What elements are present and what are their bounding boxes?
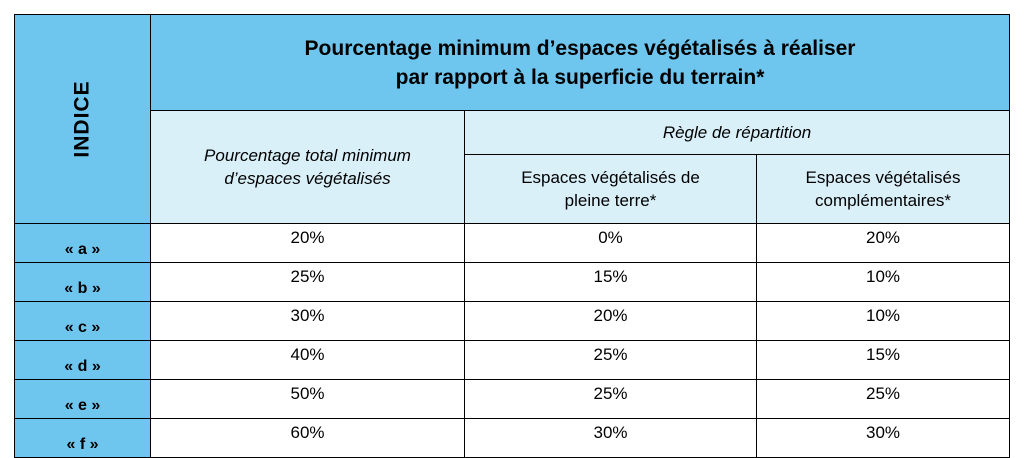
vegetation-percentage-table: INDICE Pourcentage minimum d’espaces vég… [14, 14, 1011, 458]
table-title-line1: Pourcentage minimum d’espaces végétalisé… [304, 36, 856, 60]
compl-header-line1: Espaces végétalisés [805, 168, 961, 187]
total-percentage-header: Pourcentage total minimum d’espaces végé… [150, 110, 465, 224]
complementaires-header: Espaces végétalisés complémentaires* [755, 154, 1011, 224]
table-row: « c » 30% 20% 10% [14, 301, 1011, 341]
compl-cell: 10% [755, 262, 1011, 302]
distribution-rule-header: Règle de répartition [463, 110, 1011, 155]
table-row: « a » 20% 0% 20% [14, 223, 1011, 263]
indice-cell: « e » [14, 379, 151, 419]
table-row: « d » 40% 25% 15% [14, 340, 1011, 380]
indice-cell: « a » [14, 223, 151, 263]
table-title-cell: Pourcentage minimum d’espaces végétalisé… [149, 14, 1011, 111]
indice-header-cell: INDICE [14, 14, 151, 224]
total-cell: 20% [150, 223, 465, 263]
compl-cell: 10% [755, 301, 1011, 341]
indice-cell: « c » [14, 301, 151, 341]
pleine-cell: 15% [464, 262, 757, 302]
pleine-cell: 25% [464, 379, 757, 419]
total-cell: 25% [150, 262, 465, 302]
pleine-header-line1: Espaces végétalisés de [521, 168, 700, 187]
total-cell: 40% [150, 340, 465, 380]
compl-cell: 25% [755, 379, 1011, 419]
compl-header-line2: complémentaires* [814, 191, 952, 210]
compl-cell: 15% [755, 340, 1011, 380]
total-cell: 50% [150, 379, 465, 419]
total-cell: 30% [150, 301, 465, 341]
table-row: « f » 60% 30% 30% [14, 418, 1011, 458]
total-cell: 60% [150, 418, 465, 458]
pleine-cell: 20% [464, 301, 757, 341]
pleine-cell: 30% [464, 418, 757, 458]
pleine-header-line2: pleine terre* [564, 191, 657, 210]
indice-cell: « d » [14, 340, 151, 380]
table-row: « b » 25% 15% 10% [14, 262, 1011, 302]
indice-cell: « b » [14, 262, 151, 302]
indice-header-label: INDICE [70, 80, 94, 158]
pleine-cell: 0% [464, 223, 757, 263]
compl-cell: 20% [755, 223, 1011, 263]
total-header-line2: d’espaces végétalisés [224, 169, 391, 188]
pleine-terre-header: Espaces végétalisés de pleine terre* [464, 154, 757, 224]
pleine-cell: 25% [464, 340, 757, 380]
compl-cell: 30% [755, 418, 1011, 458]
indice-cell: « f » [14, 418, 151, 458]
table-title-line2: par rapport à la superficie du terrain* [395, 65, 765, 89]
table-row: « e » 50% 25% 25% [14, 379, 1011, 419]
total-header-line1: Pourcentage total minimum [204, 146, 411, 165]
